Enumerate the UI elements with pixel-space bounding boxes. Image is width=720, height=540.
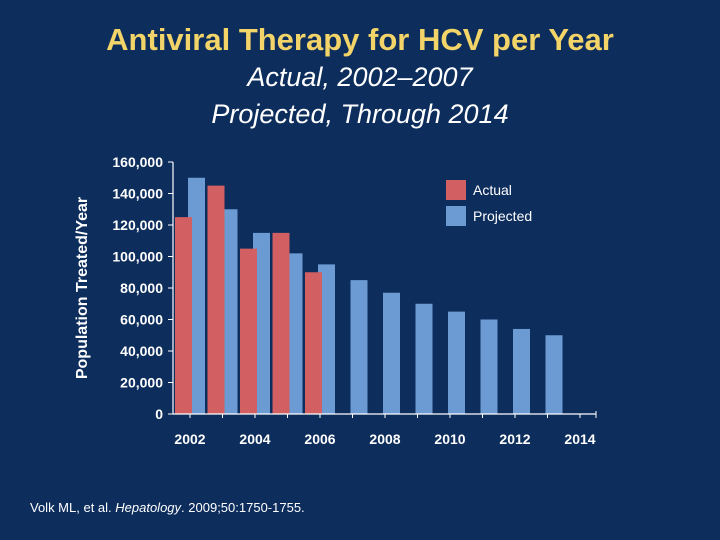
citation-rest: . 2009;50:1750-1755. xyxy=(181,500,305,515)
y-tick-label: 80,000 xyxy=(120,280,163,296)
bar-projected-2009 xyxy=(415,303,433,414)
y-tick-label: 40,000 xyxy=(120,343,163,359)
legend-label-projected: Projected xyxy=(473,208,532,224)
y-tick-label: 160,000 xyxy=(112,154,163,170)
chart-title: Antiviral Therapy for HCV per Year xyxy=(106,22,614,57)
y-tick-label: 20,000 xyxy=(120,375,163,391)
x-tick-label: 2008 xyxy=(369,431,400,447)
subtitle-actual: Actual, 2002–2007 xyxy=(247,62,473,92)
citation-authors: Volk ML, et al. xyxy=(30,500,116,515)
y-tick-label: 100,000 xyxy=(112,249,163,265)
y-tick-label: 120,000 xyxy=(112,217,163,233)
legend-swatch-actual xyxy=(446,180,466,200)
bar-projected-2003 xyxy=(220,209,238,414)
x-tick-label: 2012 xyxy=(499,431,530,447)
y-tick-label: 140,000 xyxy=(112,186,163,202)
bar-actual-2005 xyxy=(272,232,290,414)
y-tick-label: 0 xyxy=(155,406,163,422)
bar-actual-2002 xyxy=(175,217,192,414)
y-tick-label: 60,000 xyxy=(120,312,163,328)
y-axis-label: Population Treated/Year xyxy=(74,197,91,379)
bar-actual-2003 xyxy=(207,185,225,414)
bar-projected-2006 xyxy=(318,264,335,414)
bar-projected-2008 xyxy=(383,292,400,414)
bar-projected-2012 xyxy=(513,328,530,414)
subtitle-projected: Projected, Through 2014 xyxy=(211,99,509,129)
citation-journal: Hepatology xyxy=(115,500,182,515)
bar-projected-2004 xyxy=(253,232,270,414)
bar-actual-2004 xyxy=(240,248,257,414)
bar-projected-2013 xyxy=(545,335,563,414)
legend-label-actual: Actual xyxy=(473,182,512,198)
bar-projected-2010 xyxy=(448,311,465,414)
bar-actual-2006 xyxy=(305,272,322,414)
bar-projected-2011 xyxy=(480,319,498,414)
bar-projected-2002 xyxy=(188,177,205,414)
x-tick-label: 2006 xyxy=(304,431,335,447)
x-tick-label: 2010 xyxy=(434,431,465,447)
x-tick-label: 2014 xyxy=(564,431,595,447)
x-tick-label: 2004 xyxy=(239,431,270,447)
bar-projected-2005 xyxy=(285,253,303,414)
x-tick-label: 2002 xyxy=(174,431,205,447)
bar-projected-2007 xyxy=(350,280,368,414)
citation: Volk ML, et al. Hepatology. 2009;50:1750… xyxy=(30,500,305,515)
legend-swatch-projected xyxy=(446,206,466,226)
